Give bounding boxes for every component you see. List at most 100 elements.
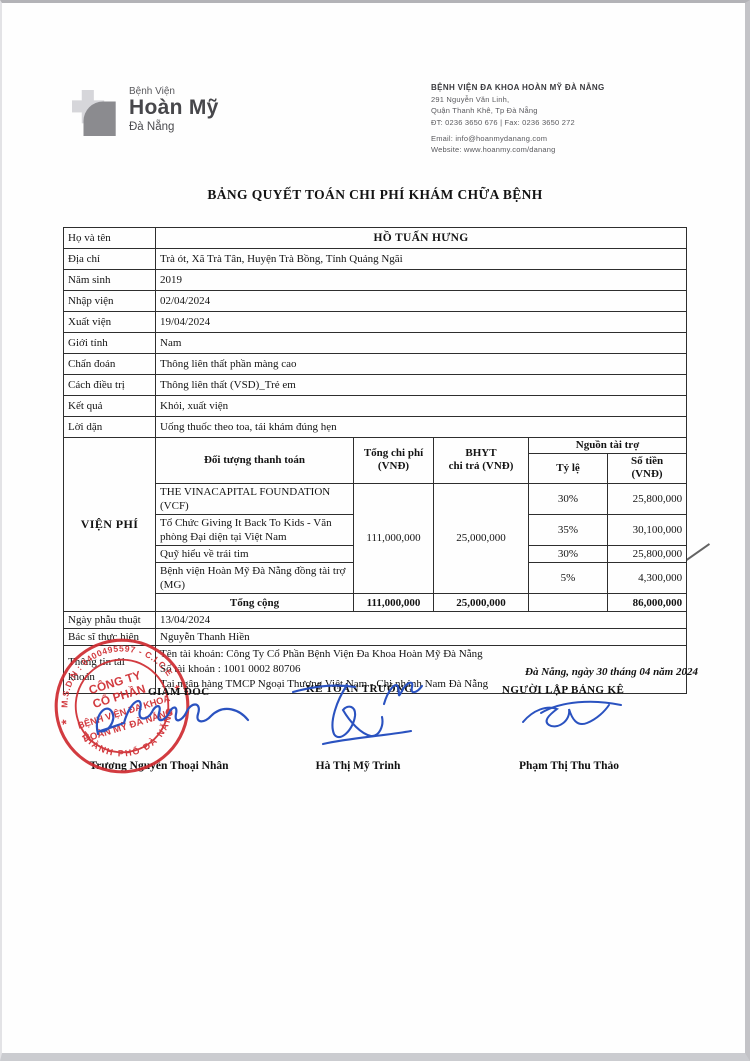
patient-row-address: Địa chỉ Trà ót, Xã Trà Tân, Huyện Trà Bồ…	[63, 248, 688, 270]
signer-name-director: Trương Nguyễn Thoại Nhân	[89, 760, 229, 772]
logo-line-hoan-my: Hoàn Mỹ	[129, 96, 219, 119]
field-label: Chẩn đoán	[63, 353, 156, 375]
logo-line-da-nang: Đà Nẵng	[129, 120, 175, 133]
hoan-my-cross-icon	[72, 90, 116, 136]
grand-total-cost: 111,000,000	[353, 593, 434, 613]
bhyt-paid-value: 25,000,000	[433, 482, 529, 595]
field-value: Khỏi, xuất viện	[154, 395, 688, 417]
sponsor-row: Tổ Chức Giving It Back To Kids - Văn phò…	[64, 513, 688, 546]
column-header-funding: Nguồn tài trợ	[527, 436, 688, 455]
field-label: Cách điều trị	[63, 374, 156, 396]
field-value: Nam	[154, 332, 688, 354]
total-cost-value: 111,000,000	[353, 482, 434, 595]
section-label-vien-phi: VIỆN PHÍ	[63, 436, 156, 613]
grand-total-bhyt: 25,000,000	[433, 593, 529, 613]
header-line: BHYT	[465, 447, 497, 460]
grand-total-amount: 86,000,000	[606, 593, 688, 613]
patient-row-admission: Nhập viện 02/04/2024	[63, 290, 688, 312]
header-line: chi trả (VNĐ)	[448, 460, 514, 473]
company-seal-stamp: M.S.D.N : 0400495597 - C.I.C.E THÀNH PHỐ…	[46, 629, 190, 774]
column-header-total-cost: Tổng chi phí (VNĐ)	[353, 437, 434, 484]
patient-row-result: Kết quả Khỏi, xuất viện	[63, 395, 688, 417]
patient-row-gender: Giới tính Nam	[63, 332, 688, 354]
signer-name-preparer: Phạm Thị Thu Thảo	[518, 760, 620, 772]
logo-line-benh-vien: Bệnh Viện	[129, 86, 175, 97]
grand-total-label: Tổng cộng	[155, 593, 354, 613]
sponsor-amount: 25,800,000	[606, 482, 688, 515]
chief-accountant-signature	[291, 681, 424, 746]
sponsor-rate: 30%	[528, 482, 608, 515]
patient-row-discharge: Xuất viện 19/04/2024	[63, 311, 688, 333]
sponsor-row: THE VINACAPITAL FOUNDATION (VCF) 111,000…	[64, 482, 688, 595]
sponsor-amount: 25,800,000	[606, 544, 688, 563]
patient-row-birth-year: Năm sinh 2019	[63, 269, 688, 291]
sponsor-rate: 30%	[528, 544, 608, 563]
stamp-star-left-icon: *	[60, 716, 70, 732]
cost-header-row-2: Tỷ lệ Số tiền (VNĐ)	[64, 453, 688, 484]
document-title: BẢNG QUYẾT TOÁN CHI PHÍ KHÁM CHỮA BỆNH	[207, 187, 543, 202]
header-line: (VNĐ)	[377, 460, 410, 473]
account-number-line: Số tài khoản : 1001 0002 80706	[160, 663, 301, 676]
sponsor-row: Quỹ hiểu về trái tim 30% 25,800,000	[64, 544, 688, 563]
sponsor-rate: 5%	[528, 561, 608, 595]
sponsor-amount: 30,100,000	[606, 513, 688, 546]
patient-row-name: Họ và tên HỒ TUẤN HƯNG	[63, 227, 688, 249]
signing-date-line: Đà Nẵng, ngày 30 tháng 04 năm 2024	[525, 666, 698, 678]
header-line: (VNĐ)	[631, 468, 663, 481]
field-value: Thông liên thất phần màng cao	[154, 353, 688, 375]
grand-total-row: Tổng cộng 111,000,000 25,000,000 86,000,…	[64, 593, 688, 613]
sponsor-name: Tổ Chức Giving It Back To Kids - Văn phò…	[155, 513, 354, 546]
hospital-website: Website: www.hoanmy.com/danang	[431, 145, 556, 154]
stamp-outer-ring	[54, 638, 190, 774]
sponsor-amount: 4,300,000	[606, 561, 688, 595]
field-label: Kết quả	[63, 395, 156, 417]
patient-row-treatment: Cách điều trị Thông liên thất (VSD)_Trẻ …	[63, 374, 688, 396]
cost-header-row-1: VIỆN PHÍ Đối tượng thanh toán Tổng chi p…	[63, 436, 688, 613]
field-value: Uống thuốc theo toa, tái khám đúng hẹn	[154, 416, 688, 438]
logo-wordmark: Bệnh Viện Hoàn Mỹ Đà Nẵng	[129, 86, 219, 133]
sponsor-rate: 35%	[528, 513, 608, 546]
hospital-phone-fax: ĐT: 0236 3650 676 | Fax: 0236 3650 272	[431, 117, 575, 127]
patient-row-diagnosis: Chẩn đoán Thông liên thất phần màng cao	[63, 353, 688, 375]
hospital-name: BỆNH VIỆN ĐA KHOA HOÀN MỸ ĐÀ NẴNG	[431, 83, 605, 92]
signer-name-chief-accountant: Hà Thị Mỹ Trinh	[315, 760, 401, 772]
account-name-line: Tên tài khoản: Công Ty Cổ Phần Bệnh Viện…	[160, 648, 483, 661]
pen-mark	[685, 543, 711, 561]
sponsor-row: Bệnh viện Hoàn Mỹ Đà Nẵng đồng tài trợ (…	[64, 561, 688, 595]
field-value: 2019	[154, 269, 688, 291]
sponsor-name: Bệnh viện Hoàn Mỹ Đà Nẵng đồng tài trợ (…	[155, 561, 354, 595]
field-label: Xuất viện	[63, 311, 156, 333]
hospital-contact-block: BỆNH VIỆN ĐA KHOA HOÀN MỸ ĐÀ NẴNG 291 Ng…	[431, 82, 706, 155]
grand-total-rate-empty	[528, 593, 608, 613]
header-line: Số tiền	[630, 455, 664, 468]
field-label: Giới tính	[63, 332, 156, 354]
hospital-address-line1: 291 Nguyễn Văn Linh,	[431, 95, 510, 104]
signature-title-director: GIÁM ĐỐC	[148, 686, 210, 698]
field-label: Năm sinh	[63, 269, 156, 291]
column-header-amount: Số tiền (VNĐ)	[606, 453, 688, 484]
field-label: Nhập viện	[63, 290, 156, 312]
field-value: Nguyễn Thanh Hiền	[154, 628, 688, 647]
field-value: Thông liên thất (VSD)_Trẻ em	[154, 374, 688, 396]
preparer-signature	[522, 700, 622, 728]
bank-account-row: Thông tin tài khoản Tên tài khoản: Công …	[63, 645, 688, 694]
field-value: Trà ót, Xã Trà Tân, Huyện Trà Bồng, Tỉnh…	[154, 248, 688, 270]
field-value: 19/04/2024	[154, 311, 688, 333]
field-label: Địa chỉ	[63, 248, 156, 270]
field-label: Họ và tên	[63, 227, 156, 249]
hospital-address-line2: Quận Thanh Khê, Tp Đà Nẵng	[431, 106, 538, 116]
column-header-rate: Tỷ lệ	[528, 453, 608, 484]
hospital-email: Email: info@hoanmydanang.com	[431, 133, 548, 143]
column-header-bhyt: BHYT chi trả (VNĐ)	[433, 437, 529, 484]
field-value: 13/04/2024	[154, 611, 688, 630]
hospital-logo: Bệnh Viện Hoàn Mỹ Đà Nẵng	[72, 86, 219, 136]
stamp-inner-ring	[74, 658, 170, 754]
signature-title-preparer: NGƯỜI LẬP BẢNG KÊ	[502, 684, 625, 696]
field-value: 02/04/2024	[154, 290, 688, 312]
field-value: HỒ TUẤN HƯNG	[154, 227, 688, 249]
sponsor-name: Quỹ hiểu về trái tim	[155, 544, 354, 563]
director-signature	[95, 699, 250, 736]
patient-row-instructions: Lời dặn Uống thuốc theo toa, tái khám đú…	[63, 416, 688, 438]
field-label: Lời dặn	[63, 416, 156, 438]
